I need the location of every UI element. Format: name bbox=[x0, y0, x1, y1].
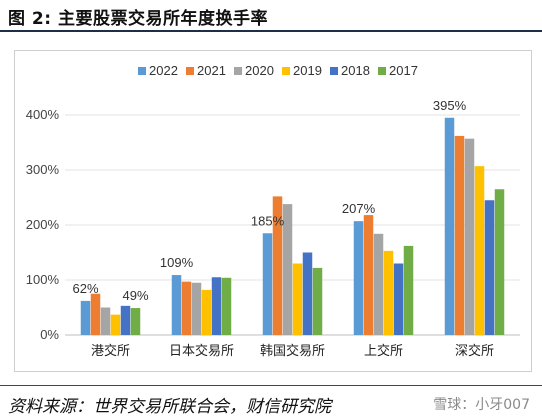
category-label: 深交所 bbox=[455, 343, 494, 359]
bar bbox=[494, 189, 505, 335]
category-label: 上交所 bbox=[364, 343, 403, 359]
bar bbox=[373, 233, 384, 335]
bar bbox=[130, 308, 141, 335]
bar bbox=[363, 215, 374, 335]
bar bbox=[100, 307, 111, 335]
source-note: 资料来源：世界交易所联合会，财信研究院 bbox=[8, 397, 331, 417]
y-tick-label: 200% bbox=[26, 217, 60, 232]
y-tick-label: 400% bbox=[26, 107, 60, 122]
bar bbox=[464, 138, 475, 335]
data-label: 185% bbox=[251, 213, 285, 228]
figure-title: 图 2: 主要股票交易所年度换手率 bbox=[8, 9, 268, 29]
bar bbox=[80, 300, 91, 335]
bar bbox=[484, 200, 495, 335]
bar bbox=[282, 204, 293, 335]
data-label: 395% bbox=[433, 98, 467, 113]
legend-label: 2021 bbox=[197, 63, 226, 78]
bar bbox=[272, 196, 283, 335]
bar bbox=[474, 166, 485, 335]
bar bbox=[353, 221, 364, 335]
bar bbox=[454, 135, 465, 335]
bar bbox=[292, 263, 303, 335]
legend-label: 2020 bbox=[245, 63, 274, 78]
bar bbox=[221, 277, 232, 335]
data-label: 207% bbox=[342, 201, 376, 216]
title-rule bbox=[0, 30, 542, 32]
legend-swatch bbox=[138, 67, 146, 75]
data-label: 62% bbox=[72, 281, 98, 296]
bar bbox=[90, 293, 101, 335]
bar bbox=[393, 263, 404, 335]
bar bbox=[201, 289, 212, 335]
bar bbox=[120, 305, 131, 335]
bar bbox=[444, 117, 455, 335]
watermark: 雪球：小牙007 bbox=[433, 397, 530, 413]
turnover-bar-chart: 0% 100% 200% 300% 400% 港交所 日本交易所 韩国交易所 上交所 深交所 62%… bbox=[26, 63, 520, 359]
bar bbox=[181, 281, 192, 335]
bar bbox=[383, 250, 394, 335]
y-tick-label: 0% bbox=[40, 327, 59, 342]
legend-swatch bbox=[234, 67, 242, 75]
bar bbox=[302, 252, 313, 335]
bar bbox=[191, 282, 202, 335]
legend-swatch bbox=[330, 67, 338, 75]
bar bbox=[211, 277, 222, 335]
bar bbox=[171, 275, 182, 335]
y-tick-label: 100% bbox=[26, 272, 60, 287]
legend-swatch bbox=[378, 67, 386, 75]
source-rule bbox=[0, 385, 542, 386]
category-label: 港交所 bbox=[91, 343, 130, 359]
legend-label: 2017 bbox=[389, 63, 418, 78]
legend-swatch bbox=[186, 67, 194, 75]
bar bbox=[110, 314, 121, 335]
category-label: 韩国交易所 bbox=[260, 343, 325, 359]
y-tick-label: 300% bbox=[26, 162, 60, 177]
legend-label: 2018 bbox=[341, 63, 370, 78]
legend-label: 2019 bbox=[293, 63, 322, 78]
legend-swatch bbox=[282, 67, 290, 75]
data-label: 49% bbox=[122, 288, 148, 303]
legend-label: 2022 bbox=[149, 63, 178, 78]
chart-frame: 0% 100% 200% 300% 400% 港交所 日本交易所 韩国交易所 上交所 深交所 62%… bbox=[14, 50, 532, 372]
bar bbox=[403, 245, 414, 335]
bar bbox=[312, 267, 323, 335]
data-label: 109% bbox=[160, 255, 194, 270]
bar bbox=[262, 233, 273, 335]
category-label: 日本交易所 bbox=[169, 343, 234, 359]
